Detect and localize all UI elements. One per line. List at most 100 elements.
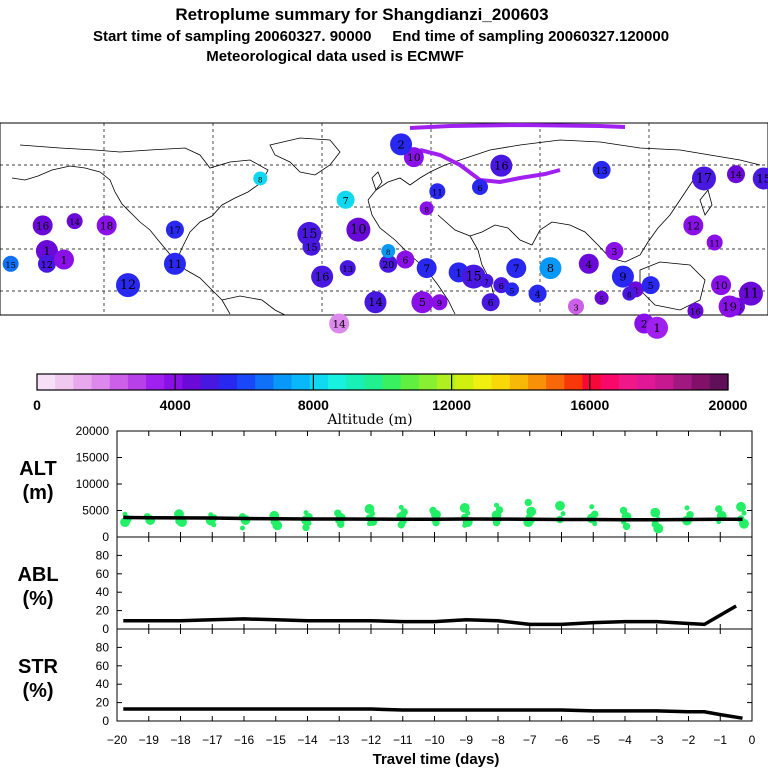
map-marker: 18 xyxy=(96,215,117,236)
map-marker: 16 xyxy=(490,154,513,177)
altitude-colorbar: 0 4000 8000 12000 16000 20000 Altitude (m) xyxy=(33,373,748,428)
map-marker-label: 16 xyxy=(690,307,701,317)
colorbar-cell xyxy=(164,374,184,390)
map-marker-label: 11 xyxy=(709,238,720,248)
colorbar-cell xyxy=(455,374,475,390)
alt-scatter-point xyxy=(367,521,372,527)
map-marker-label: 3 xyxy=(573,302,578,312)
y-tick-label: 20000 xyxy=(76,424,110,438)
alt-scatter-point xyxy=(398,504,404,510)
colorbar-cell xyxy=(255,374,274,390)
colorbar-cell xyxy=(564,374,584,390)
map-marker: 12 xyxy=(37,254,56,273)
map-marker: 11 xyxy=(163,252,186,275)
met-data-line: Meteorological data used is ECMWF xyxy=(206,48,464,65)
map-marker: 10 xyxy=(403,147,424,168)
map-marker: 7 xyxy=(336,190,355,209)
map-marker-label: 19 xyxy=(722,299,737,313)
colorbar-cell xyxy=(364,374,384,390)
map-marker-label: 8 xyxy=(627,291,632,300)
map-marker: 5 xyxy=(594,290,609,305)
y-tick-label: 60 xyxy=(96,659,110,673)
x-tick-label: −9 xyxy=(459,733,473,747)
xaxis-label: Travel time (days) xyxy=(373,751,500,768)
map-marker-label: 2 xyxy=(633,285,638,295)
y-tick-label: 60 xyxy=(96,567,110,581)
panel-abl: 0 20 40 60 80 ABL(%) xyxy=(17,536,753,636)
y-tick-label: 0 xyxy=(102,622,109,636)
map-marker: 16 xyxy=(311,265,334,288)
x-tick-label: −14 xyxy=(297,733,318,747)
colorbar-cell xyxy=(673,374,693,390)
map-marker-label: 12 xyxy=(120,277,136,292)
sampling-times: Start time of sampling 20060327. 90000 E… xyxy=(93,28,669,45)
map-marker: 6 xyxy=(396,250,415,269)
map-marker: 1 xyxy=(54,249,74,270)
colorbar-cell xyxy=(273,374,293,390)
panel-ylabel: ALT xyxy=(19,458,56,480)
alt-scatter-point xyxy=(272,520,283,531)
colorbar-cell xyxy=(200,374,220,390)
map-marker-label: 1 xyxy=(43,244,50,258)
x-tick-label: −2 xyxy=(682,733,696,747)
alt-mean-line xyxy=(123,515,743,522)
abl-line xyxy=(123,604,737,627)
x-tick-label: −1 xyxy=(713,733,727,747)
str-line xyxy=(123,707,743,720)
map-marker: 1 xyxy=(35,240,58,262)
coast-south-america xyxy=(221,295,286,316)
y-tick-label: 0 xyxy=(102,714,109,728)
colorbar-label: Altitude (m) xyxy=(326,412,412,428)
time-series-panels: 05000100001500020000ALT(m)020406080ABL(%… xyxy=(17,424,753,728)
map-marker-label: 11 xyxy=(168,257,183,271)
map-marker-label: 15 xyxy=(305,243,317,254)
alt-scatter-point xyxy=(526,506,537,517)
x-tick-label: −13 xyxy=(329,733,350,747)
colorbar-cell xyxy=(291,374,311,390)
x-tick-label: −17 xyxy=(202,733,223,747)
coast-north-america xyxy=(11,144,269,315)
colorbar-cell xyxy=(309,374,329,390)
map-marker-label: 1 xyxy=(455,267,462,279)
alt-scatter-point xyxy=(739,518,749,529)
map-marker: 11 xyxy=(429,183,446,200)
map-marker: 14 xyxy=(727,165,745,184)
map-marker: 17 xyxy=(692,166,716,191)
coast-japan xyxy=(699,189,713,216)
map-marker: 11 xyxy=(738,281,763,306)
x-tick-label: 0 xyxy=(749,733,756,747)
x-tick-label: −15 xyxy=(266,733,287,747)
colorbar-cell xyxy=(418,374,438,390)
colorbar-cell xyxy=(382,374,402,390)
alt-scatter-point xyxy=(555,500,565,511)
panel-ylabel: ABL xyxy=(17,564,58,586)
map-marker: 13 xyxy=(592,160,611,179)
y-tick-label: 80 xyxy=(96,640,110,654)
map-marker: 15 xyxy=(461,264,486,289)
x-tick-label: −12 xyxy=(361,733,382,747)
plume-track xyxy=(409,122,626,185)
colorbar-cell xyxy=(146,374,165,390)
colorbar-cell xyxy=(237,374,256,390)
coast-asia xyxy=(459,139,761,263)
colorbar-tick-label: 0 xyxy=(33,397,41,413)
colorbar-cell xyxy=(618,374,638,390)
map-marker-label: 9 xyxy=(437,298,442,308)
map-marker-label: 8 xyxy=(258,175,263,184)
alt-scatter-point xyxy=(120,517,130,528)
map-marker-label: 18 xyxy=(100,220,113,232)
colorbar-cell xyxy=(600,374,620,390)
x-tick-label: −3 xyxy=(650,733,664,747)
colorbar-cell xyxy=(637,374,656,390)
map-marker: 9 xyxy=(431,294,448,311)
map-marker-label: 6 xyxy=(499,281,504,291)
map-marker: 8 xyxy=(419,201,434,216)
colorbar-cell xyxy=(437,374,456,390)
alt-scatter-point xyxy=(494,502,499,508)
colorbar-cell xyxy=(346,374,365,390)
map-marker-label: 13 xyxy=(596,166,608,177)
x-tick-label: −18 xyxy=(170,733,191,747)
panel-ylabel: STR xyxy=(18,656,59,678)
